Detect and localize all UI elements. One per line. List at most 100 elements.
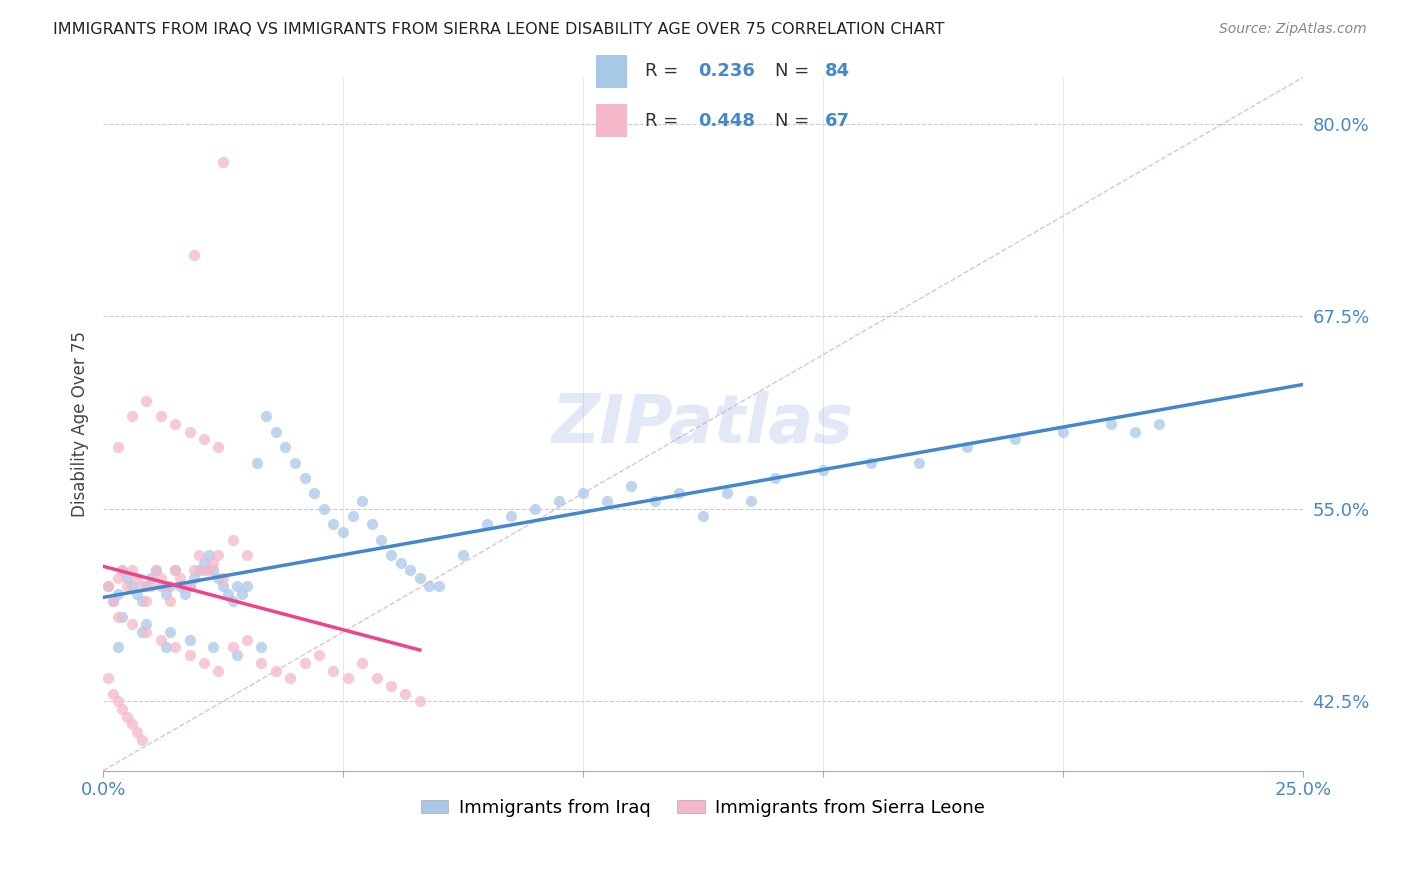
Point	[155, 640, 177, 655]
Point	[125, 586, 148, 600]
Point	[159, 579, 181, 593]
Point	[97, 579, 120, 593]
Point	[226, 648, 249, 662]
Point	[165, 640, 187, 655]
Point	[409, 571, 432, 585]
Point	[149, 409, 172, 424]
Point	[740, 494, 762, 508]
Point	[97, 671, 120, 685]
Point	[155, 586, 177, 600]
Point	[115, 710, 138, 724]
Text: N =: N =	[775, 112, 815, 129]
Point	[107, 440, 129, 454]
Point	[173, 586, 195, 600]
Point	[716, 486, 738, 500]
Point	[284, 456, 307, 470]
Point	[336, 671, 359, 685]
Point	[264, 425, 287, 439]
Point	[620, 478, 643, 492]
Text: R =: R =	[645, 112, 685, 129]
Point	[121, 563, 143, 577]
Point	[352, 494, 374, 508]
Text: ZIPatlas: ZIPatlas	[553, 391, 853, 457]
Point	[859, 456, 882, 470]
Point	[308, 648, 330, 662]
Point	[179, 425, 201, 439]
Point	[145, 563, 167, 577]
Point	[101, 594, 124, 608]
Point	[1052, 425, 1074, 439]
Point	[274, 440, 297, 454]
Point	[427, 579, 450, 593]
Bar	[596, 104, 627, 137]
Point	[207, 571, 229, 585]
Point	[222, 640, 245, 655]
Y-axis label: Disability Age Over 75: Disability Age Over 75	[72, 331, 89, 517]
Point	[197, 563, 219, 577]
Bar	[596, 55, 627, 87]
Point	[332, 524, 354, 539]
Point	[97, 579, 120, 593]
Point	[499, 509, 522, 524]
Point	[131, 579, 153, 593]
Point	[226, 579, 249, 593]
Point	[155, 579, 177, 593]
Point	[183, 802, 205, 816]
Point	[304, 486, 326, 500]
Point	[294, 656, 316, 670]
Point	[193, 656, 215, 670]
Point	[668, 486, 690, 500]
Point	[183, 563, 205, 577]
Legend: Immigrants from Iraq, Immigrants from Sierra Leone: Immigrants from Iraq, Immigrants from Si…	[413, 791, 993, 824]
Point	[236, 579, 259, 593]
Point	[135, 617, 157, 632]
Point	[179, 632, 201, 647]
Point	[811, 463, 834, 477]
Point	[322, 517, 344, 532]
Point	[246, 456, 269, 470]
Point	[236, 632, 259, 647]
Point	[188, 548, 211, 562]
Point	[149, 632, 172, 647]
Point	[908, 456, 931, 470]
Point	[165, 417, 187, 431]
Point	[524, 501, 547, 516]
Point	[342, 509, 364, 524]
Point	[135, 394, 157, 409]
Text: 0.448: 0.448	[697, 112, 755, 129]
Point	[139, 579, 162, 593]
Point	[352, 656, 374, 670]
Point	[212, 155, 235, 169]
Point	[131, 594, 153, 608]
Point	[149, 579, 172, 593]
Point	[193, 563, 215, 577]
Point	[179, 579, 201, 593]
Text: 84: 84	[825, 62, 849, 80]
Point	[389, 556, 412, 570]
Point	[179, 648, 201, 662]
Point	[250, 640, 273, 655]
Point	[409, 694, 432, 708]
Point	[107, 586, 129, 600]
Point	[207, 548, 229, 562]
Point	[692, 509, 714, 524]
Point	[111, 563, 134, 577]
Point	[159, 594, 181, 608]
Point	[956, 440, 979, 454]
Point	[596, 494, 619, 508]
Point	[193, 556, 215, 570]
Point	[179, 579, 201, 593]
Point	[1004, 433, 1026, 447]
Point	[107, 640, 129, 655]
Point	[107, 571, 129, 585]
Point	[250, 656, 273, 670]
Point	[380, 679, 402, 693]
Point	[366, 671, 388, 685]
Point	[254, 409, 277, 424]
Point	[165, 563, 187, 577]
Point	[572, 486, 595, 500]
Point	[149, 571, 172, 585]
Point	[394, 687, 416, 701]
Point	[159, 625, 181, 640]
Point	[322, 664, 344, 678]
